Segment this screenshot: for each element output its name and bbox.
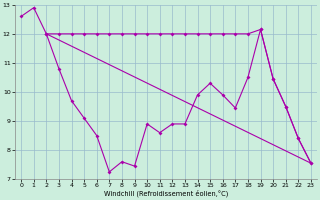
X-axis label: Windchill (Refroidissement éolien,°C): Windchill (Refroidissement éolien,°C) [104, 190, 228, 197]
